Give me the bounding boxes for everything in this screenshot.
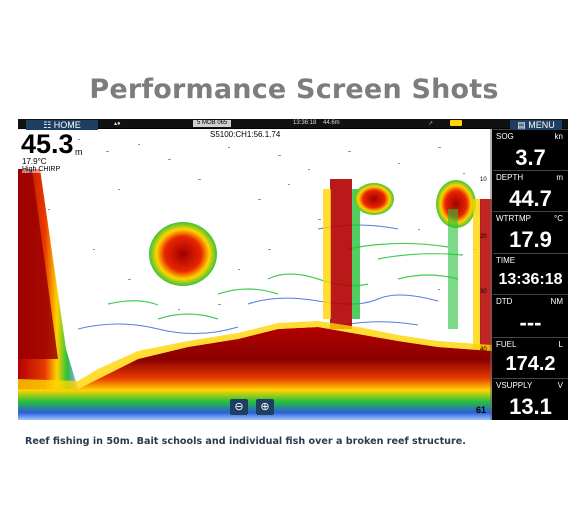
cell-label: FUEL bbox=[496, 340, 517, 349]
topbar-depth-text: 44.6m bbox=[323, 120, 340, 126]
cell-unit: kn bbox=[554, 132, 563, 141]
home-button[interactable]: ☷ HOME bbox=[26, 120, 98, 130]
data-cell-wtrtmp[interactable]: WTRTMP °C 17.9 bbox=[493, 211, 568, 253]
zoom-in-icon: ⊕ bbox=[260, 401, 270, 413]
scale-mark: 30 bbox=[480, 289, 487, 295]
data-cell-time[interactable]: TIME 13:36:18 bbox=[493, 253, 568, 294]
mob-status: 5 MOB 065 bbox=[193, 120, 232, 127]
pinnacle-school bbox=[330, 179, 352, 329]
depth-unit: m bbox=[75, 147, 83, 157]
zoom-in-button[interactable]: ⊕ bbox=[256, 399, 274, 415]
cell-label: DEPTH bbox=[496, 173, 524, 182]
signal-icon: ▴● bbox=[114, 121, 121, 127]
scale-mark: 40 bbox=[480, 347, 487, 353]
battery-icon bbox=[450, 120, 462, 126]
fish-arches bbox=[107, 242, 464, 320]
caption-text: Reef fishing in 50m. Bait schools and in… bbox=[25, 436, 466, 447]
page-title: Performance Screen Shots bbox=[89, 74, 499, 105]
data-panel: SOG kn 3.7 DEPTH m 44.7 WTRTMP °C 17.9 T… bbox=[493, 129, 568, 420]
data-cell-depth[interactable]: DEPTH m 44.7 bbox=[493, 170, 568, 211]
bait-school bbox=[149, 222, 217, 286]
chartplotter-screen: ☷ HOME ▴● 5 MOB 065 13:36:18 44.6m ↗ ▤ M… bbox=[18, 119, 568, 420]
cell-value: 13.1 bbox=[509, 394, 552, 419]
sonar-echogram bbox=[18, 129, 492, 420]
cell-label: WTRTMP bbox=[496, 214, 531, 223]
cell-value: 174.2 bbox=[505, 353, 556, 375]
data-cell-dtd[interactable]: DTD NM --- bbox=[493, 294, 568, 337]
bait-noise bbox=[48, 139, 476, 310]
gps-icon: ↗ bbox=[428, 121, 434, 127]
menu-icon: ▤ bbox=[517, 120, 526, 130]
cell-value: 44.7 bbox=[509, 186, 552, 211]
cell-value: --- bbox=[519, 310, 542, 335]
depth-readout: 45.3 bbox=[21, 129, 74, 159]
sonar-view[interactable]: 10 20 30 40 bbox=[18, 129, 492, 420]
scale-mark: 10 bbox=[480, 177, 487, 183]
cell-unit: NM bbox=[550, 297, 563, 306]
cell-label: DTD bbox=[496, 297, 513, 306]
cell-unit: V bbox=[557, 381, 563, 390]
cell-label: SOG bbox=[496, 132, 514, 141]
cell-unit: m bbox=[556, 173, 563, 182]
channel-label: S5100:CH1:56.1.74 bbox=[210, 130, 281, 139]
water-temp: 17.9°C bbox=[22, 157, 47, 166]
cell-value: 3.7 bbox=[515, 145, 546, 170]
scale-bottom: 61 bbox=[476, 405, 487, 415]
scale-mark: 20 bbox=[480, 234, 487, 240]
data-cell-sog[interactable]: SOG kn 3.7 bbox=[493, 129, 568, 170]
seabed bbox=[18, 327, 492, 420]
zoom-out-button[interactable]: ⊖ bbox=[230, 399, 248, 415]
clock-text: 13:36:18 bbox=[293, 120, 317, 126]
home-label: HOME bbox=[53, 120, 81, 130]
menu-button[interactable]: ▤ MENU bbox=[510, 120, 562, 130]
data-cell-vsupply[interactable]: VSUPPLY V 13.1 bbox=[493, 378, 568, 420]
frequency-label: High CHIRP bbox=[22, 166, 61, 173]
cell-label: VSUPPLY bbox=[496, 381, 533, 390]
top-status-bar: ☷ HOME ▴● 5 MOB 065 13:36:18 44.6m ↗ ▤ M… bbox=[18, 119, 568, 130]
grid-icon: ☷ bbox=[43, 120, 52, 130]
cell-value: 17.9 bbox=[509, 227, 552, 252]
cell-unit: °C bbox=[554, 214, 563, 223]
cell-label: TIME bbox=[496, 256, 516, 265]
data-cell-fuel[interactable]: FUEL L 174.2 bbox=[493, 337, 568, 378]
menu-label: MENU bbox=[528, 120, 555, 130]
cell-unit: L bbox=[558, 340, 563, 349]
zoom-out-icon: ⊖ bbox=[234, 401, 244, 413]
cell-value: 13:36:18 bbox=[498, 271, 563, 288]
